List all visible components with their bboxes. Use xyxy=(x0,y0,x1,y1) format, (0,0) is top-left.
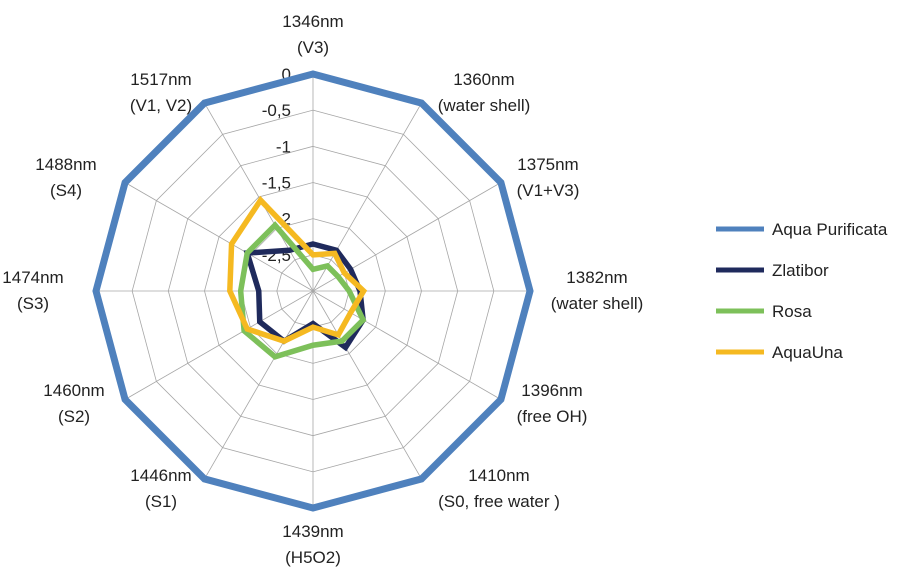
series-line-aqua-purificata xyxy=(92,70,534,512)
category-label: 1446nm xyxy=(130,466,191,485)
category-label: 1375nm xyxy=(517,155,578,174)
category-label: 1517nm xyxy=(130,70,191,89)
legend: Aqua Purificata Zlatibor Rosa AquaUna xyxy=(716,220,888,362)
category-label: (V1+V3) xyxy=(517,181,580,200)
grid-spoke xyxy=(204,102,314,292)
category-label: 1360nm xyxy=(453,70,514,89)
category-label: (S1) xyxy=(145,492,177,511)
series-line-rosa xyxy=(237,221,367,360)
category-labels: 1346nm (V3) 1360nm (water shell) 1375nm (V1+V… xyxy=(2,12,643,567)
category-label: (water shell) xyxy=(438,96,531,115)
category-label: (S0, free water ) xyxy=(438,492,560,511)
category-label: (H5O2) xyxy=(285,548,341,567)
grid-spoke xyxy=(312,290,422,480)
tick-label: 0 xyxy=(282,65,291,84)
grid-spoke xyxy=(312,182,502,292)
category-label: (S2) xyxy=(58,407,90,426)
radar-grid xyxy=(96,74,530,508)
grid-spoke xyxy=(124,290,314,400)
tick-label: -1 xyxy=(276,137,291,156)
grid-spoke xyxy=(312,102,422,292)
category-label: 1439nm xyxy=(282,522,343,541)
radial-axis-ticks: 0-0,5-1-1,5-2-2,5 xyxy=(262,65,291,265)
radar-series xyxy=(92,70,534,512)
tick-label: -0,5 xyxy=(262,101,291,120)
series-line-aquauna xyxy=(227,195,368,345)
category-label: (free OH) xyxy=(517,407,588,426)
category-label: 1474nm xyxy=(2,268,63,287)
category-label: (S4) xyxy=(50,181,82,200)
legend-label: Zlatibor xyxy=(772,261,829,280)
category-label: (water shell) xyxy=(551,294,644,313)
tick-label: -1,5 xyxy=(262,174,291,193)
category-label: 1346nm xyxy=(282,12,343,31)
grid-spoke xyxy=(124,182,314,292)
grid-spoke xyxy=(204,290,314,480)
category-label: 1382nm xyxy=(566,268,627,287)
category-label: 1410nm xyxy=(468,466,529,485)
category-label: 1460nm xyxy=(43,381,104,400)
category-label: (V1, V2) xyxy=(130,96,192,115)
legend-label: AquaUna xyxy=(772,343,843,362)
category-label: 1396nm xyxy=(521,381,582,400)
category-label: (S3) xyxy=(17,294,49,313)
category-label: 1488nm xyxy=(35,155,96,174)
grid-spoke xyxy=(312,290,502,400)
category-label: (V3) xyxy=(297,38,329,57)
legend-label: Rosa xyxy=(772,302,812,321)
legend-label: Aqua Purificata xyxy=(772,220,888,239)
